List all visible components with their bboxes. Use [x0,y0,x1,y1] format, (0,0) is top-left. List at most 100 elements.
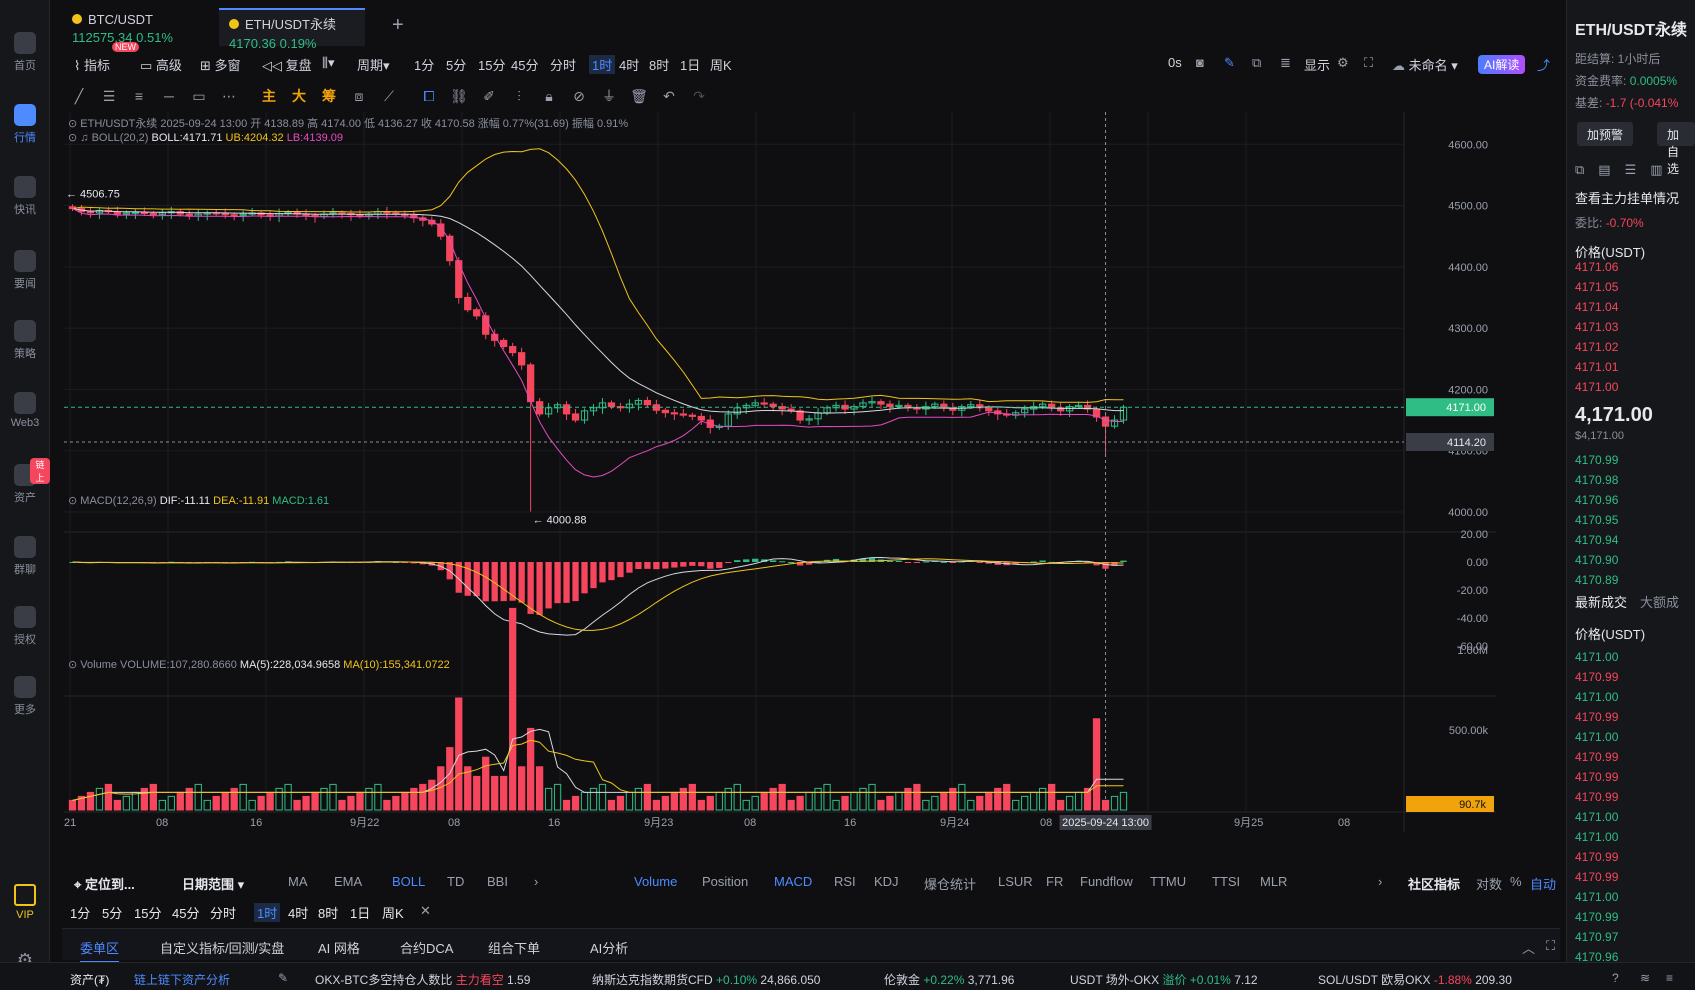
expand-icon[interactable]: ⛶ [1546,938,1556,953]
multi-window-button[interactable]: ⊞ 多窗 [200,55,241,74]
trades-tab[interactable]: 最新成交 [1575,595,1628,610]
main-indicator-option[interactable]: BOLL [392,874,426,889]
window-icon[interactable]: ⧉ [1252,55,1262,70]
sub-indicator-option[interactable]: MLR [1260,874,1288,889]
bottom-period-option[interactable]: 4时 [288,906,309,921]
replay-button[interactable]: ◁◁ 复盘 [262,55,312,74]
indicator-button[interactable]: ⌇ 指标 [74,55,110,74]
period-option[interactable]: 15分 [478,58,506,73]
measure-tool-icon[interactable]: ⟋ [384,88,394,104]
share-icon[interactable]: ⤴ [1537,58,1551,73]
bid-row[interactable]: 4170.99 [1575,453,1619,467]
camera-icon[interactable]: ◙ [1196,55,1204,70]
bottom-period-option[interactable]: 15分 [134,906,162,921]
sub-indicator-option[interactable]: TTSI [1212,874,1241,889]
sub-indicator-option[interactable]: RSI [834,874,856,889]
bottom-period-option[interactable]: 1日 [350,906,371,921]
bid-row[interactable]: 4170.95 [1575,513,1619,527]
bottom-period-option[interactable]: 5分 [102,906,123,921]
chevron-up-icon[interactable]: ︿ [1522,941,1536,956]
ask-row[interactable]: 4171.05 [1575,280,1619,294]
bottom-period-option[interactable]: 45分 [172,906,200,921]
main-chart-toggle[interactable]: 主 [262,88,276,104]
hline-tool-icon[interactable]: ─ [164,88,174,104]
bottom-period-option[interactable]: 分时 [210,906,237,921]
bell-icon[interactable]: ♫ [80,132,89,144]
asset-analysis-link[interactable]: 链上链下资产分析 [134,973,231,987]
log-scale-toggle[interactable]: 对数 [1476,877,1503,892]
add-tab-icon[interactable]: + [392,14,404,36]
collapse-icon[interactable]: ⊙ [68,659,78,671]
gear-icon[interactable]: ⚙ [1337,55,1349,70]
bottom-period-option[interactable]: 周K [382,906,404,921]
fullscreen-icon[interactable]: ⛶ [1364,55,1374,70]
ask-row[interactable]: 4171.00 [1575,380,1619,394]
bid-row[interactable]: 4170.96 [1575,493,1619,507]
ask-row[interactable]: 4171.03 [1575,320,1619,334]
auto-scale-toggle[interactable]: 自动 [1530,877,1557,892]
rail-item-4[interactable]: 策略 [0,320,50,361]
display-button[interactable]: 显示 [1304,58,1331,73]
ask-row[interactable]: 4171.02 [1575,340,1619,354]
help-icon[interactable]: ? [1612,971,1619,985]
rail-item-8[interactable]: 授权 [0,606,50,647]
compare-tool-icon[interactable]: ⧈ [354,88,364,104]
asset-label[interactable]: 资产(₮) [70,973,110,987]
layout-name-dropdown[interactable]: ☁ 未命名 ▾ [1392,58,1458,73]
sub-indicator-option[interactable]: LSUR [998,874,1033,889]
scale-tool-icon[interactable]: ⫶ [517,88,521,104]
sub-indicator-option[interactable]: KDJ [874,874,899,889]
rail-item-1[interactable]: 行情 [0,104,50,145]
lock-tool-icon[interactable]: 🔒︎ [545,88,553,104]
depth-view-icons[interactable]: ⧉▤☰▥ [1575,162,1677,177]
collapse-icon[interactable]: ⊙ [68,132,78,144]
chart-area[interactable]: 4600.00 4500.00 4400.00 4300.00 4200.00 4100.… [64,112,1496,852]
menu-icon[interactable]: ≡ [1666,971,1674,985]
main-indicator-option[interactable]: TD [447,874,465,889]
big-trades-tab[interactable]: 大额成 [1640,595,1680,610]
rail-item-3[interactable]: 要闻 [0,250,50,291]
period-dropdown[interactable]: 周期▾ [357,58,390,73]
ask-row[interactable]: 4171.06 [1575,260,1619,274]
order-tab[interactable]: 自定义指标/回测/实盘 [160,941,285,956]
tab-eth-usdt-perp[interactable]: ETH/USDT永续 4170.36 0.19% [219,8,365,51]
bottom-period-option[interactable]: 1时 [254,903,281,922]
chip-toggle[interactable]: 筹 [322,88,336,104]
order-tab[interactable]: 合约DCA [400,941,454,956]
bottom-period-option[interactable]: 1分 [70,906,91,921]
period-option[interactable]: 4时 [619,58,640,73]
order-tab[interactable]: 委单区 [80,938,120,963]
period-option[interactable]: 8时 [649,58,670,73]
hlines-tool-icon[interactable]: ☰ [102,88,116,104]
period-option[interactable]: 1分 [414,58,435,73]
line-tool-icon[interactable]: ╱ [74,88,84,104]
edit-icon[interactable]: ✎ [278,971,289,985]
date-range-dropdown[interactable]: 日期范围 ▾ [182,877,245,892]
sub-indicator-option[interactable]: TTMU [1150,874,1187,889]
filter-tool-icon[interactable]: ⏚ [602,88,616,104]
period-option[interactable]: 5分 [446,58,467,73]
percent-scale-toggle[interactable]: % [1510,874,1522,889]
big-order-toggle[interactable]: 大 [292,88,306,104]
bid-row[interactable]: 4170.90 [1575,553,1619,567]
channel-tool-icon[interactable]: ≡ [134,88,144,104]
rail-item-9[interactable]: 更多 [0,676,50,717]
chart-type-button[interactable]: ⫼▾ [322,55,335,70]
ask-row[interactable]: 4171.01 [1575,360,1619,374]
bid-row[interactable]: 4170.98 [1575,473,1619,487]
rail-item-6[interactable]: 资产 链上 [0,458,50,505]
rail-item-7[interactable]: 群聊 [0,536,50,577]
add-favorite-button[interactable]: 加自选 [1657,122,1695,176]
collapse-icon[interactable]: ⊙ [68,118,78,130]
tab-btc-usdt[interactable]: BTC/USDT 112575.34 0.51% [62,8,202,46]
sub-indicator-option[interactable]: Fundflow [1080,874,1133,889]
bid-row[interactable]: 4170.94 [1575,533,1619,547]
main-indicator-option[interactable]: BBI [487,874,508,889]
sub-indicator-option[interactable]: MACD [774,874,813,889]
bid-row[interactable]: 4170.89 [1575,573,1619,587]
list-icon[interactable]: ≣ [1280,55,1291,70]
community-indicator-button[interactable]: › [1378,874,1383,889]
period-option[interactable]: 45分 [511,58,539,73]
ticker-sol[interactable]: SOL/USDT 欧易OKX -1.88% 209.30 [1318,971,1512,988]
period-option[interactable]: 1日 [680,58,701,73]
